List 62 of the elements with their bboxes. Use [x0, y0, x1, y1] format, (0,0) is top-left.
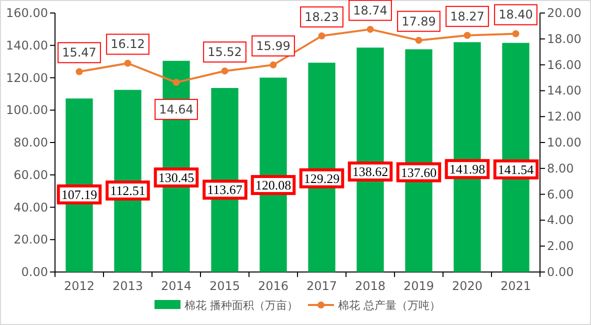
- data-label: 107.19: [61, 186, 98, 202]
- y-tick-label: 0.00: [21, 265, 48, 279]
- x-tick-label: 2013: [112, 279, 144, 293]
- x-tick-label: 2015: [209, 279, 240, 293]
- y-tick-label: 40.00: [14, 200, 48, 214]
- data-label: 112.51: [110, 183, 146, 198]
- y-tick-label: 140.00: [6, 38, 48, 52]
- y2-tick-label: 8.00: [547, 161, 574, 176]
- x-tick-label: 2014: [160, 279, 192, 293]
- y-tick-label: 20.00: [14, 232, 48, 247]
- x-tick-label: 2017: [306, 279, 338, 293]
- point: [415, 36, 422, 44]
- y2-tick-label: 2.00: [547, 239, 574, 254]
- data-label: 141.54: [498, 162, 534, 177]
- data-label: 18.23: [304, 10, 339, 24]
- point: [366, 26, 374, 33]
- y2-tick-label: 14.00: [547, 84, 582, 98]
- y-tick-label: 100.00: [6, 103, 48, 118]
- legend-label: 棉花 总产量（万吨）: [338, 299, 440, 312]
- data-label: 141.98: [449, 162, 486, 177]
- data-label: 18.74: [353, 3, 388, 18]
- point: [512, 30, 520, 38]
- y2-tick-label: 18.00: [547, 32, 582, 46]
- y-tick-label: 160.00: [6, 6, 48, 20]
- data-label: 15.47: [62, 46, 96, 60]
- y2-tick-label: 10.00: [547, 136, 582, 150]
- data-label: 138.62: [352, 164, 388, 180]
- y2-tick-label: 6.00: [547, 187, 574, 202]
- data-label: 18.27: [450, 9, 484, 24]
- y2-tick-label: 16.00: [547, 58, 582, 72]
- data-label: 14.64: [159, 102, 194, 116]
- data-label: 130.45: [158, 170, 194, 185]
- x-tick-label: 2021: [500, 279, 532, 293]
- x-tick-label: 2018: [354, 279, 386, 293]
- point: [172, 78, 180, 86]
- x-tick-label: 2019: [403, 279, 434, 293]
- data-label: 113.67: [207, 182, 243, 198]
- y-tick-label: 60.00: [14, 168, 48, 182]
- data-label: 17.89: [402, 14, 436, 28]
- point: [76, 68, 83, 76]
- point: [221, 68, 228, 75]
- point: [270, 61, 277, 68]
- data-label: 129.29: [304, 170, 340, 186]
- y-tick-label: 80.00: [14, 136, 48, 150]
- x-tick-label: 2012: [64, 279, 95, 293]
- y2-tick-label: 4.00: [547, 213, 574, 228]
- x-tick-label: 2016: [258, 279, 289, 293]
- data-label: 15.52: [208, 45, 242, 60]
- y2-tick-label: 20.00: [547, 6, 582, 20]
- data-label: 16.12: [110, 37, 145, 52]
- point: [464, 32, 471, 39]
- y2-tick-label: 12.00: [547, 110, 582, 124]
- data-label: 15.99: [256, 38, 290, 53]
- y-tick-label: 120.00: [6, 70, 48, 85]
- y2-tick-label: 0.00: [547, 265, 574, 279]
- data-label: 18.40: [498, 8, 533, 22]
- point: [124, 60, 132, 67]
- data-label: 120.08: [255, 178, 292, 193]
- point: [318, 32, 326, 40]
- x-tick-label: 2020: [452, 279, 483, 293]
- data-label: 137.60: [400, 164, 437, 180]
- legend-label: 棉花 播种面积（万亩）: [184, 299, 298, 312]
